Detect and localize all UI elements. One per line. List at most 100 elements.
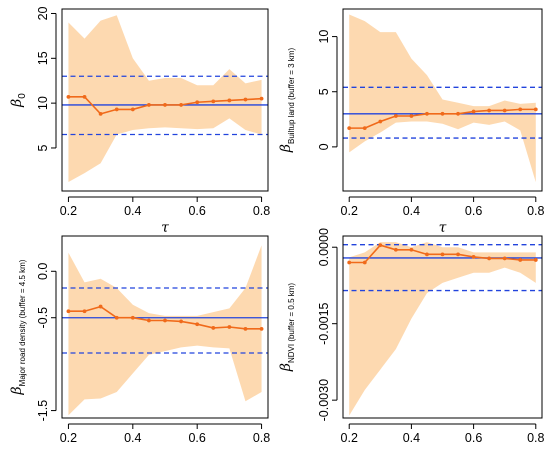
- estimate-point: [425, 111, 429, 116]
- estimate-point: [82, 94, 87, 99]
- x-tick-label: 0.2: [60, 204, 77, 218]
- estimate-point: [487, 108, 492, 113]
- estimate-point: [456, 111, 460, 116]
- x-tick-label: 0.4: [403, 431, 420, 445]
- x-axis-label: τ: [439, 447, 447, 451]
- estimate-point: [362, 260, 367, 265]
- y-tick-label: 15: [36, 51, 50, 65]
- confidence-band: [349, 242, 536, 416]
- y-tick-label: 10: [36, 96, 50, 110]
- estimate-point: [114, 107, 119, 112]
- x-tick-label: 0.8: [253, 431, 270, 445]
- plot-frame: [342, 235, 543, 419]
- estimate-point: [440, 111, 445, 116]
- estimate-point: [347, 126, 352, 131]
- estimate-point: [82, 309, 87, 314]
- estimate-point: [179, 103, 183, 107]
- confidence-band: [68, 245, 262, 416]
- x-tick-label: 0.4: [403, 204, 420, 218]
- y-axis-label-subscript: NDVI (buffer = 0.5 km): [287, 283, 296, 363]
- y-axis-label: βNDVI (buffer = 0.5 km): [278, 283, 296, 373]
- estimate-point: [227, 325, 232, 329]
- confidence-band: [349, 14, 536, 183]
- estimate-point: [518, 258, 523, 262]
- estimate-point: [243, 97, 248, 102]
- estimate-point: [378, 243, 383, 248]
- panel-4: 0.2 0.4 0.6 0.8 τ -0.0030 -0.0015 0.0000 βNDVI (…: [278, 228, 545, 451]
- x-tick-label: 0.6: [465, 431, 482, 445]
- y-axis-label-symbol: β: [278, 363, 294, 372]
- y-tick-label: 5: [36, 144, 50, 151]
- y-axis-label-subscript: 0: [17, 93, 28, 99]
- y-tick-label: 10: [317, 30, 331, 44]
- panel-2: 0.2 0.4 0.6 0.8 τ 0 5 10 βBuiltup land (buffer =…: [278, 8, 545, 236]
- estimate-point: [98, 111, 103, 116]
- x-tick-label: 0.2: [341, 204, 358, 218]
- estimate-point: [211, 99, 216, 104]
- estimate-point: [98, 304, 103, 309]
- estimate-point: [179, 319, 183, 324]
- estimate-point: [114, 315, 119, 320]
- panel-1: 0.2 0.4 0.6 0.8 τ 5 10 15 20 β0: [9, 6, 270, 236]
- y-axis-label: β0: [9, 93, 28, 108]
- x-tick-label: 0.6: [188, 431, 205, 445]
- y-axis-label: βMajor road density (buffer = 4.5 km): [9, 259, 27, 395]
- y-tick-label: 20: [36, 6, 50, 20]
- x-axis-label: τ: [439, 220, 447, 236]
- estimate-point: [130, 107, 135, 112]
- x-tick-label: 0.4: [124, 431, 141, 445]
- estimate-point: [163, 318, 167, 323]
- plot-frame: [61, 235, 269, 419]
- y-tick-label: 0.0: [36, 263, 50, 280]
- estimate-point: [211, 326, 216, 330]
- y-tick-label: 0.0000: [317, 228, 331, 266]
- estimate-point: [259, 96, 264, 101]
- y-axis-label: βBuiltup land (buffer = 3 km): [278, 48, 296, 154]
- estimate-point: [533, 107, 538, 112]
- y-tick-label: -0.5: [36, 307, 50, 329]
- estimate-point: [347, 260, 352, 265]
- estimate-point: [471, 255, 476, 259]
- estimate-point: [147, 318, 151, 323]
- estimate-point: [163, 103, 167, 107]
- estimate-point: [502, 256, 507, 261]
- y-axis-label-subscript: Builtup land (buffer = 3 km): [287, 48, 296, 144]
- y-axis-label-symbol: β: [9, 386, 25, 395]
- estimate-point: [378, 119, 383, 124]
- x-tick-label: 0.8: [527, 431, 544, 445]
- estimate-point: [456, 252, 460, 257]
- y-axis-label-symbol: β: [9, 99, 25, 108]
- x-tick-label: 0.2: [341, 431, 358, 445]
- y-tick-label: -1.5: [36, 400, 50, 422]
- estimate-point: [471, 109, 476, 114]
- estimate-point: [227, 98, 232, 103]
- y-tick-label: -0.0015: [317, 302, 331, 344]
- x-tick-label: 0.4: [124, 204, 141, 218]
- estimate-point: [425, 252, 429, 257]
- estimate-point: [533, 258, 538, 262]
- estimate-point: [195, 322, 200, 327]
- estimate-point: [393, 247, 398, 252]
- y-tick-label: -0.0030: [317, 379, 331, 421]
- estimate-point: [147, 103, 151, 107]
- estimate-point: [195, 100, 200, 105]
- estimate-point: [66, 94, 71, 99]
- y-axis-label-subscript: Major road density (buffer = 4.5 km): [18, 259, 27, 386]
- estimate-point: [487, 256, 492, 261]
- plot-frame: [61, 8, 269, 192]
- estimate-point: [130, 315, 135, 320]
- x-tick-label: 0.6: [465, 204, 482, 218]
- plot-frame: [342, 8, 543, 192]
- estimate-point: [243, 326, 248, 331]
- x-axis-label: τ: [161, 447, 169, 451]
- estimate-point: [362, 126, 367, 131]
- y-axis-label-symbol: β: [278, 144, 294, 153]
- estimate-point: [66, 309, 71, 314]
- x-tick-label: 0.2: [60, 431, 77, 445]
- estimate-point: [502, 108, 507, 113]
- panel-3: 0.2 0.4 0.6 0.8 τ -1.5 -0.5 0.0 βMajor road dens…: [9, 235, 270, 451]
- estimate-point: [409, 114, 414, 118]
- estimate-point: [259, 326, 264, 331]
- estimate-point: [518, 107, 523, 112]
